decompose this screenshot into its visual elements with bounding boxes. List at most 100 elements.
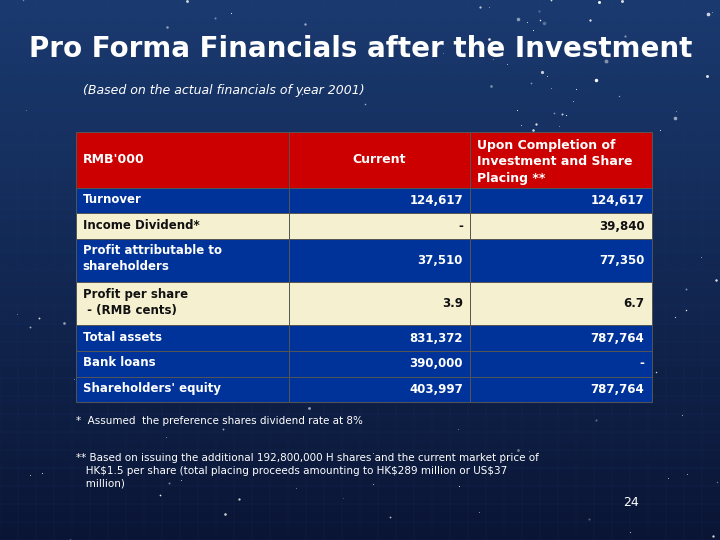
Bar <box>0 356 720 362</box>
Bar <box>0 92 720 97</box>
Text: 787,764: 787,764 <box>590 332 644 345</box>
Bar <box>470 282 652 325</box>
Bar <box>0 200 720 205</box>
Bar <box>0 394 720 400</box>
Bar <box>0 275 720 281</box>
Bar <box>0 351 720 356</box>
Text: (Based on the actual financials of year 2001): (Based on the actual financials of year … <box>83 84 364 97</box>
Text: Profit attributable to
shareholders: Profit attributable to shareholders <box>83 245 222 273</box>
Bar <box>470 213 652 239</box>
Bar <box>0 173 720 178</box>
Text: -: - <box>639 357 644 370</box>
Bar <box>0 373 720 378</box>
Text: Shareholders' equity: Shareholders' equity <box>83 382 221 395</box>
Bar <box>0 470 720 475</box>
Text: Turnover: Turnover <box>83 193 142 206</box>
Bar <box>289 188 470 213</box>
Bar <box>0 5 720 11</box>
Bar <box>289 213 470 239</box>
Bar <box>0 0 720 5</box>
Bar <box>0 443 720 448</box>
Bar <box>0 464 720 470</box>
Bar <box>0 178 720 184</box>
Text: 37,510: 37,510 <box>418 254 463 267</box>
Bar <box>0 405 720 410</box>
Bar <box>0 248 720 254</box>
Bar <box>0 259 720 265</box>
Text: 24: 24 <box>623 496 639 509</box>
Bar <box>470 325 652 351</box>
Bar <box>76 132 289 188</box>
Bar <box>0 130 720 135</box>
Bar <box>76 239 289 282</box>
Bar <box>0 76 720 81</box>
Bar <box>289 132 470 188</box>
Text: Profit per share
 - (RMB cents): Profit per share - (RMB cents) <box>83 288 188 316</box>
Bar <box>0 108 720 113</box>
Bar <box>0 103 720 108</box>
Bar <box>289 282 470 325</box>
Bar <box>0 54 720 59</box>
Bar <box>76 282 289 325</box>
Bar <box>470 351 652 376</box>
Bar <box>0 216 720 221</box>
Bar <box>0 97 720 103</box>
Bar <box>0 427 720 432</box>
Bar <box>0 81 720 86</box>
Bar <box>0 238 720 243</box>
Bar <box>0 124 720 130</box>
Bar <box>0 486 720 491</box>
Bar <box>470 239 652 282</box>
Bar <box>0 119 720 124</box>
Bar <box>470 188 652 213</box>
Text: 124,617: 124,617 <box>410 194 463 207</box>
Bar <box>0 329 720 335</box>
Bar <box>0 227 720 232</box>
Bar <box>289 351 470 376</box>
Bar <box>0 459 720 464</box>
Bar <box>0 313 720 319</box>
Bar <box>0 410 720 416</box>
Bar <box>0 16 720 22</box>
Bar <box>0 481 720 486</box>
Bar <box>470 132 652 188</box>
Text: Current: Current <box>353 153 406 166</box>
Text: -: - <box>458 220 463 233</box>
Bar <box>0 513 720 518</box>
Bar <box>0 383 720 389</box>
Bar <box>0 189 720 194</box>
Bar <box>0 437 720 443</box>
Bar <box>0 302 720 308</box>
Bar <box>76 188 289 213</box>
Bar <box>0 49 720 54</box>
Bar <box>0 529 720 535</box>
Bar <box>0 32 720 38</box>
Bar <box>0 157 720 162</box>
Bar <box>76 376 289 402</box>
Text: *  Assumed  the preference shares dividend rate at 8%: * Assumed the preference shares dividend… <box>76 416 362 426</box>
Bar <box>0 508 720 513</box>
Bar <box>0 308 720 313</box>
Bar <box>0 27 720 32</box>
Bar <box>0 502 720 508</box>
Text: Pro Forma Financials after the Investment: Pro Forma Financials after the Investmen… <box>29 35 692 63</box>
Bar <box>470 376 652 402</box>
Bar <box>76 213 289 239</box>
Bar <box>0 151 720 157</box>
Text: 403,997: 403,997 <box>409 383 463 396</box>
Bar <box>0 335 720 340</box>
Text: 77,350: 77,350 <box>599 254 644 267</box>
Bar <box>0 146 720 151</box>
Text: Total assets: Total assets <box>83 330 162 344</box>
Bar <box>0 432 720 437</box>
Bar <box>0 281 720 286</box>
Text: 787,764: 787,764 <box>590 383 644 396</box>
Bar <box>0 400 720 405</box>
Bar <box>0 184 720 189</box>
Bar <box>76 325 289 351</box>
Bar <box>0 340 720 346</box>
Bar <box>0 38 720 43</box>
Bar <box>0 243 720 248</box>
Bar <box>0 319 720 324</box>
Bar <box>0 140 720 146</box>
